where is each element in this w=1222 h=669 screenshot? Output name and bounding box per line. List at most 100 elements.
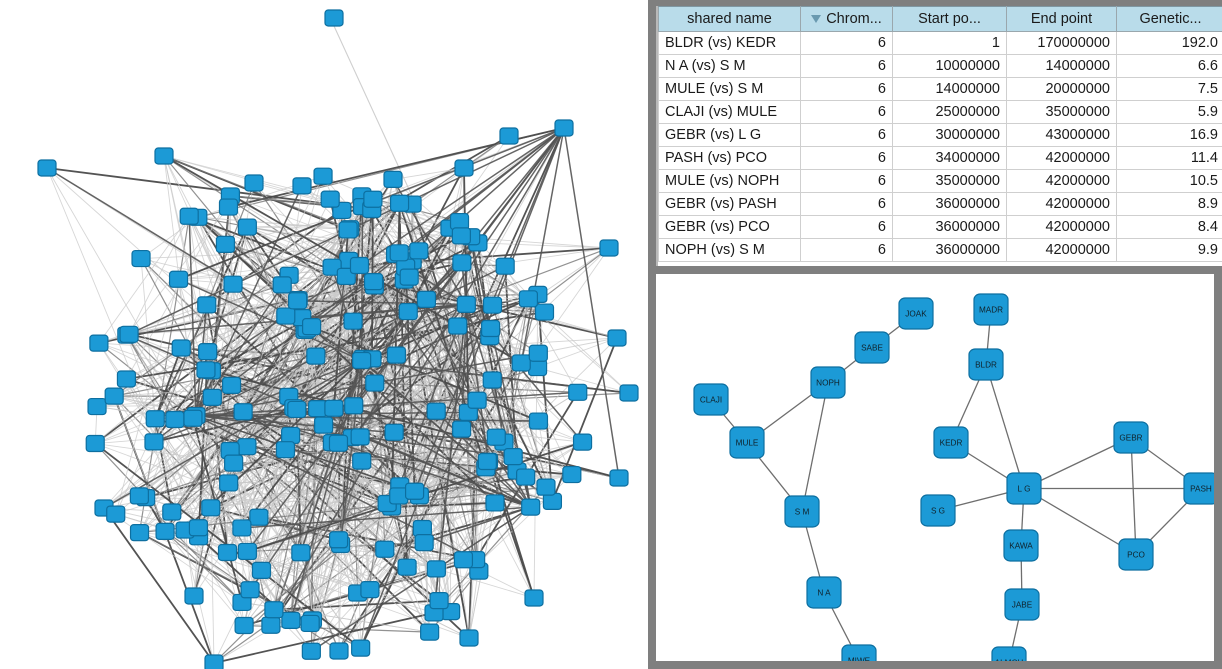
subnetwork-node-claji[interactable]: CLAJI xyxy=(693,383,729,416)
network-node[interactable] xyxy=(249,508,269,526)
network-node[interactable] xyxy=(452,420,472,438)
subnetwork-node-gebr[interactable]: GEBR xyxy=(1113,421,1149,454)
subnetwork-node-joak[interactable]: JOAK xyxy=(898,297,934,330)
network-node[interactable] xyxy=(344,397,364,415)
network-node[interactable] xyxy=(237,438,257,456)
network-node[interactable] xyxy=(322,258,342,276)
network-node[interactable] xyxy=(276,307,296,325)
cell-chromosome[interactable]: 6 xyxy=(800,146,893,170)
cell-shared-name[interactable]: MULE (vs) S M xyxy=(658,77,801,101)
cell-genetic[interactable]: 10.5 xyxy=(1116,169,1222,193)
cell-genetic[interactable]: 6.6 xyxy=(1116,54,1222,78)
network-node[interactable] xyxy=(454,159,474,177)
cell-shared-name[interactable]: MULE (vs) NOPH xyxy=(658,169,801,193)
network-node[interactable] xyxy=(129,487,149,505)
network-node[interactable] xyxy=(485,494,505,512)
network-node[interactable] xyxy=(343,312,363,330)
network-node[interactable] xyxy=(233,403,253,421)
network-node[interactable] xyxy=(511,354,531,372)
network-node[interactable] xyxy=(527,358,548,377)
network-node[interactable] xyxy=(503,448,523,466)
cell-shared-name[interactable]: GEBR (vs) PCO xyxy=(658,215,801,239)
subnetwork-node-kedr[interactable]: KEDR xyxy=(933,426,969,459)
cell-chromosome[interactable]: 6 xyxy=(800,238,893,262)
network-node[interactable] xyxy=(429,592,449,610)
subnetwork-node-pco[interactable]: PCO xyxy=(1118,538,1154,571)
network-node[interactable] xyxy=(197,296,217,314)
network-node[interactable] xyxy=(363,273,384,291)
network-node[interactable] xyxy=(416,290,437,308)
network-node[interactable] xyxy=(300,614,320,633)
network-node[interactable] xyxy=(217,543,238,562)
table-row[interactable]: GEBR (vs) PASH 6 36000000 42000000 8.9 xyxy=(658,192,1222,216)
network-node[interactable] xyxy=(218,198,239,216)
network-node[interactable] xyxy=(459,629,479,647)
network-node[interactable] xyxy=(363,190,383,208)
network-node[interactable] xyxy=(328,531,349,549)
cell-end-point[interactable]: 42000000 xyxy=(1006,169,1117,193)
subnetwork-node-lg[interactable]: L G xyxy=(1006,472,1042,505)
cell-chromosome[interactable]: 6 xyxy=(800,54,893,78)
network-node[interactable] xyxy=(572,433,593,451)
network-node[interactable] xyxy=(198,343,218,361)
network-node[interactable] xyxy=(495,257,515,275)
cell-genetic[interactable]: 7.5 xyxy=(1116,77,1222,101)
network-node[interactable] xyxy=(349,256,370,275)
cell-shared-name[interactable]: GEBR (vs) L G xyxy=(658,123,801,147)
cell-end-point[interactable]: 35000000 xyxy=(1006,100,1117,124)
network-node[interactable] xyxy=(224,454,244,472)
network-node[interactable] xyxy=(414,534,434,552)
network-node[interactable] xyxy=(281,426,301,445)
network-node[interactable] xyxy=(329,642,349,660)
cell-genetic[interactable]: 5.9 xyxy=(1116,100,1222,124)
network-node[interactable] xyxy=(352,351,372,370)
network-node[interactable] xyxy=(223,275,243,293)
cell-end-point[interactable]: 42000000 xyxy=(1006,146,1117,170)
network-node[interactable] xyxy=(562,465,582,484)
network-node[interactable] xyxy=(534,303,555,321)
cell-genetic[interactable]: 11.4 xyxy=(1116,146,1222,170)
cell-end-point[interactable]: 43000000 xyxy=(1006,123,1117,147)
column-header-chromosome[interactable]: Chrom... xyxy=(800,6,893,32)
cell-chromosome[interactable]: 6 xyxy=(800,192,893,216)
network-node[interactable] xyxy=(291,544,311,562)
edge-table[interactable]: shared name Chrom... Start po... xyxy=(658,6,1222,262)
network-node[interactable] xyxy=(599,239,619,257)
table-row[interactable]: NOPH (vs) S M 6 36000000 42000000 9.9 xyxy=(658,238,1222,262)
cell-end-point[interactable]: 170000000 xyxy=(1006,31,1117,55)
network-node[interactable] xyxy=(448,317,468,335)
network-node[interactable] xyxy=(221,376,242,394)
subnetwork-node-jabe[interactable]: JABE xyxy=(1004,588,1040,621)
network-node[interactable] xyxy=(426,402,446,420)
cell-chromosome[interactable]: 6 xyxy=(800,77,893,101)
cell-chromosome[interactable]: 6 xyxy=(800,123,893,147)
network-node[interactable] xyxy=(384,423,404,441)
network-node[interactable] xyxy=(106,505,126,523)
network-node[interactable] xyxy=(171,339,191,357)
table-row[interactable]: CLAJI (vs) MULE 6 25000000 35000000 5.9 xyxy=(658,100,1222,124)
edge-table-scroll-area[interactable]: shared name Chrom... Start po... xyxy=(656,6,1222,266)
cell-genetic[interactable]: 8.4 xyxy=(1116,215,1222,239)
network-node[interactable] xyxy=(338,221,358,239)
network-node[interactable] xyxy=(306,347,326,365)
network-node[interactable] xyxy=(240,581,260,599)
cell-start-point[interactable]: 36000000 xyxy=(892,192,1007,216)
cell-start-point[interactable]: 1 xyxy=(892,31,1007,55)
subnetwork-node-bldr[interactable]: BLDR xyxy=(968,348,1004,381)
subnetwork-node-noph[interactable]: NOPH xyxy=(810,366,846,399)
cell-shared-name[interactable]: CLAJI (vs) MULE xyxy=(658,100,801,124)
column-header-shared-name[interactable]: shared name xyxy=(658,6,801,32)
cell-start-point[interactable]: 34000000 xyxy=(892,146,1007,170)
table-row[interactable]: MULE (vs) NOPH 6 35000000 42000000 10.5 xyxy=(658,169,1222,193)
network-node[interactable] xyxy=(375,540,395,558)
network-node[interactable] xyxy=(477,452,497,471)
network-node[interactable] xyxy=(516,468,536,486)
network-node[interactable] xyxy=(398,302,418,321)
network-node[interactable] xyxy=(232,519,252,537)
network-node[interactable] xyxy=(201,499,221,517)
subnetwork-node-miwe[interactable]: MIWE xyxy=(841,644,877,661)
network-node[interactable] xyxy=(237,542,257,561)
subnetwork-node-kawa[interactable]: KAWA xyxy=(1003,529,1039,562)
network-node[interactable] xyxy=(528,344,548,362)
cell-chromosome[interactable]: 6 xyxy=(800,215,893,239)
